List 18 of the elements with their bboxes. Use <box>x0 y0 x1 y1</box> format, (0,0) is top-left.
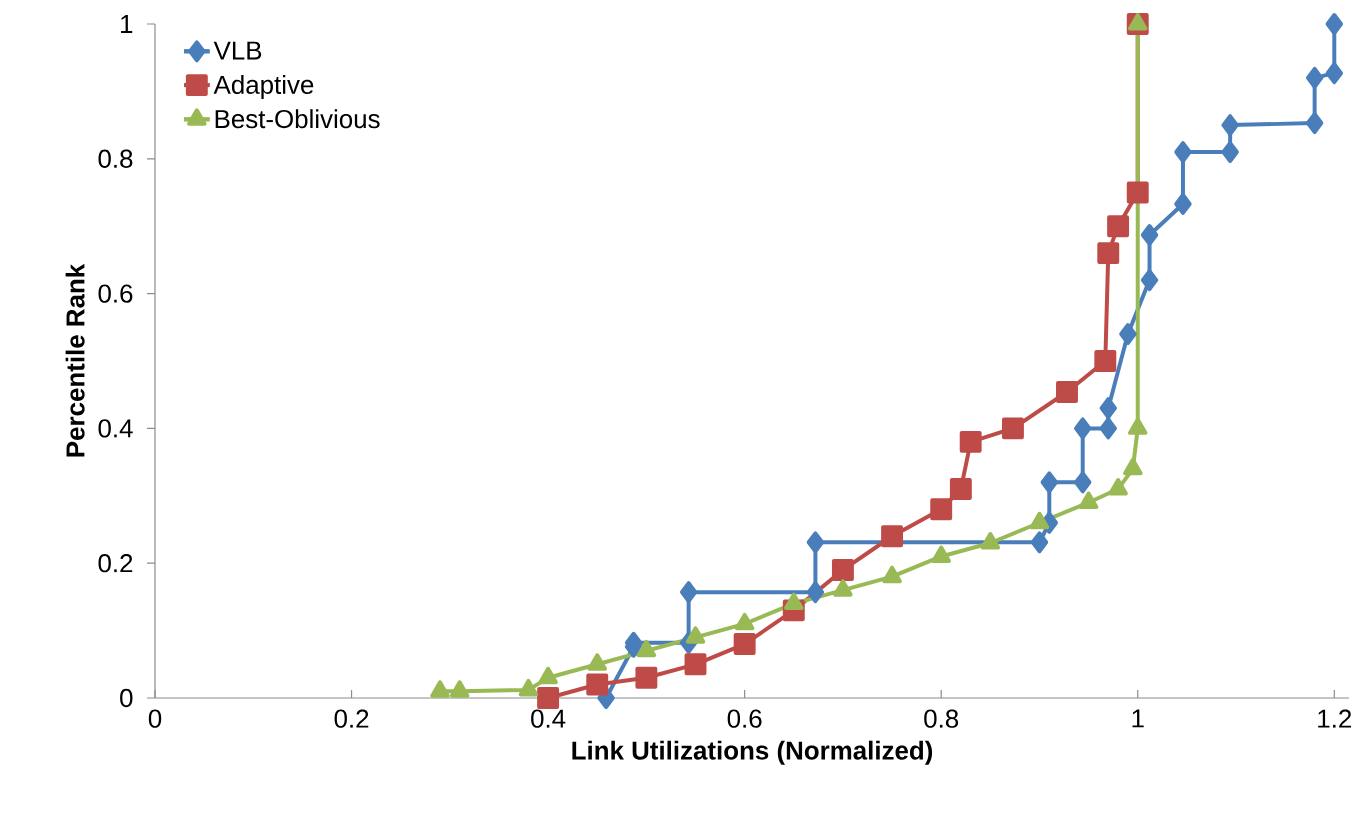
x-tick-label: 0.8 <box>924 709 959 728</box>
legend-label: Best-Oblivious <box>215 109 380 129</box>
x-tick-label: 1 <box>1132 709 1144 728</box>
x-tick-label: 0.6 <box>727 709 762 728</box>
x-axis-title: Link Utilizations (Normalized) <box>572 740 933 765</box>
y-tick-label: 1 <box>121 15 133 33</box>
y-tick-label: 0.6 <box>98 284 133 303</box>
y-axis-title: Percentile Rank <box>65 263 85 457</box>
y-tick-label: 0.4 <box>98 419 133 438</box>
x-tick-label: 0.2 <box>334 709 369 728</box>
legend-label: Adaptive <box>213 74 314 100</box>
x-tick-label: 1.2 <box>1318 709 1351 728</box>
y-tick-label: 0 <box>120 688 133 708</box>
x-tick-label: 0 <box>148 709 162 728</box>
y-tick-label: 0.8 <box>98 149 133 168</box>
x-tick-label: 0.4 <box>531 709 566 728</box>
y-tick-label: 0.2 <box>98 554 133 573</box>
legend-label: VLB <box>213 41 262 60</box>
